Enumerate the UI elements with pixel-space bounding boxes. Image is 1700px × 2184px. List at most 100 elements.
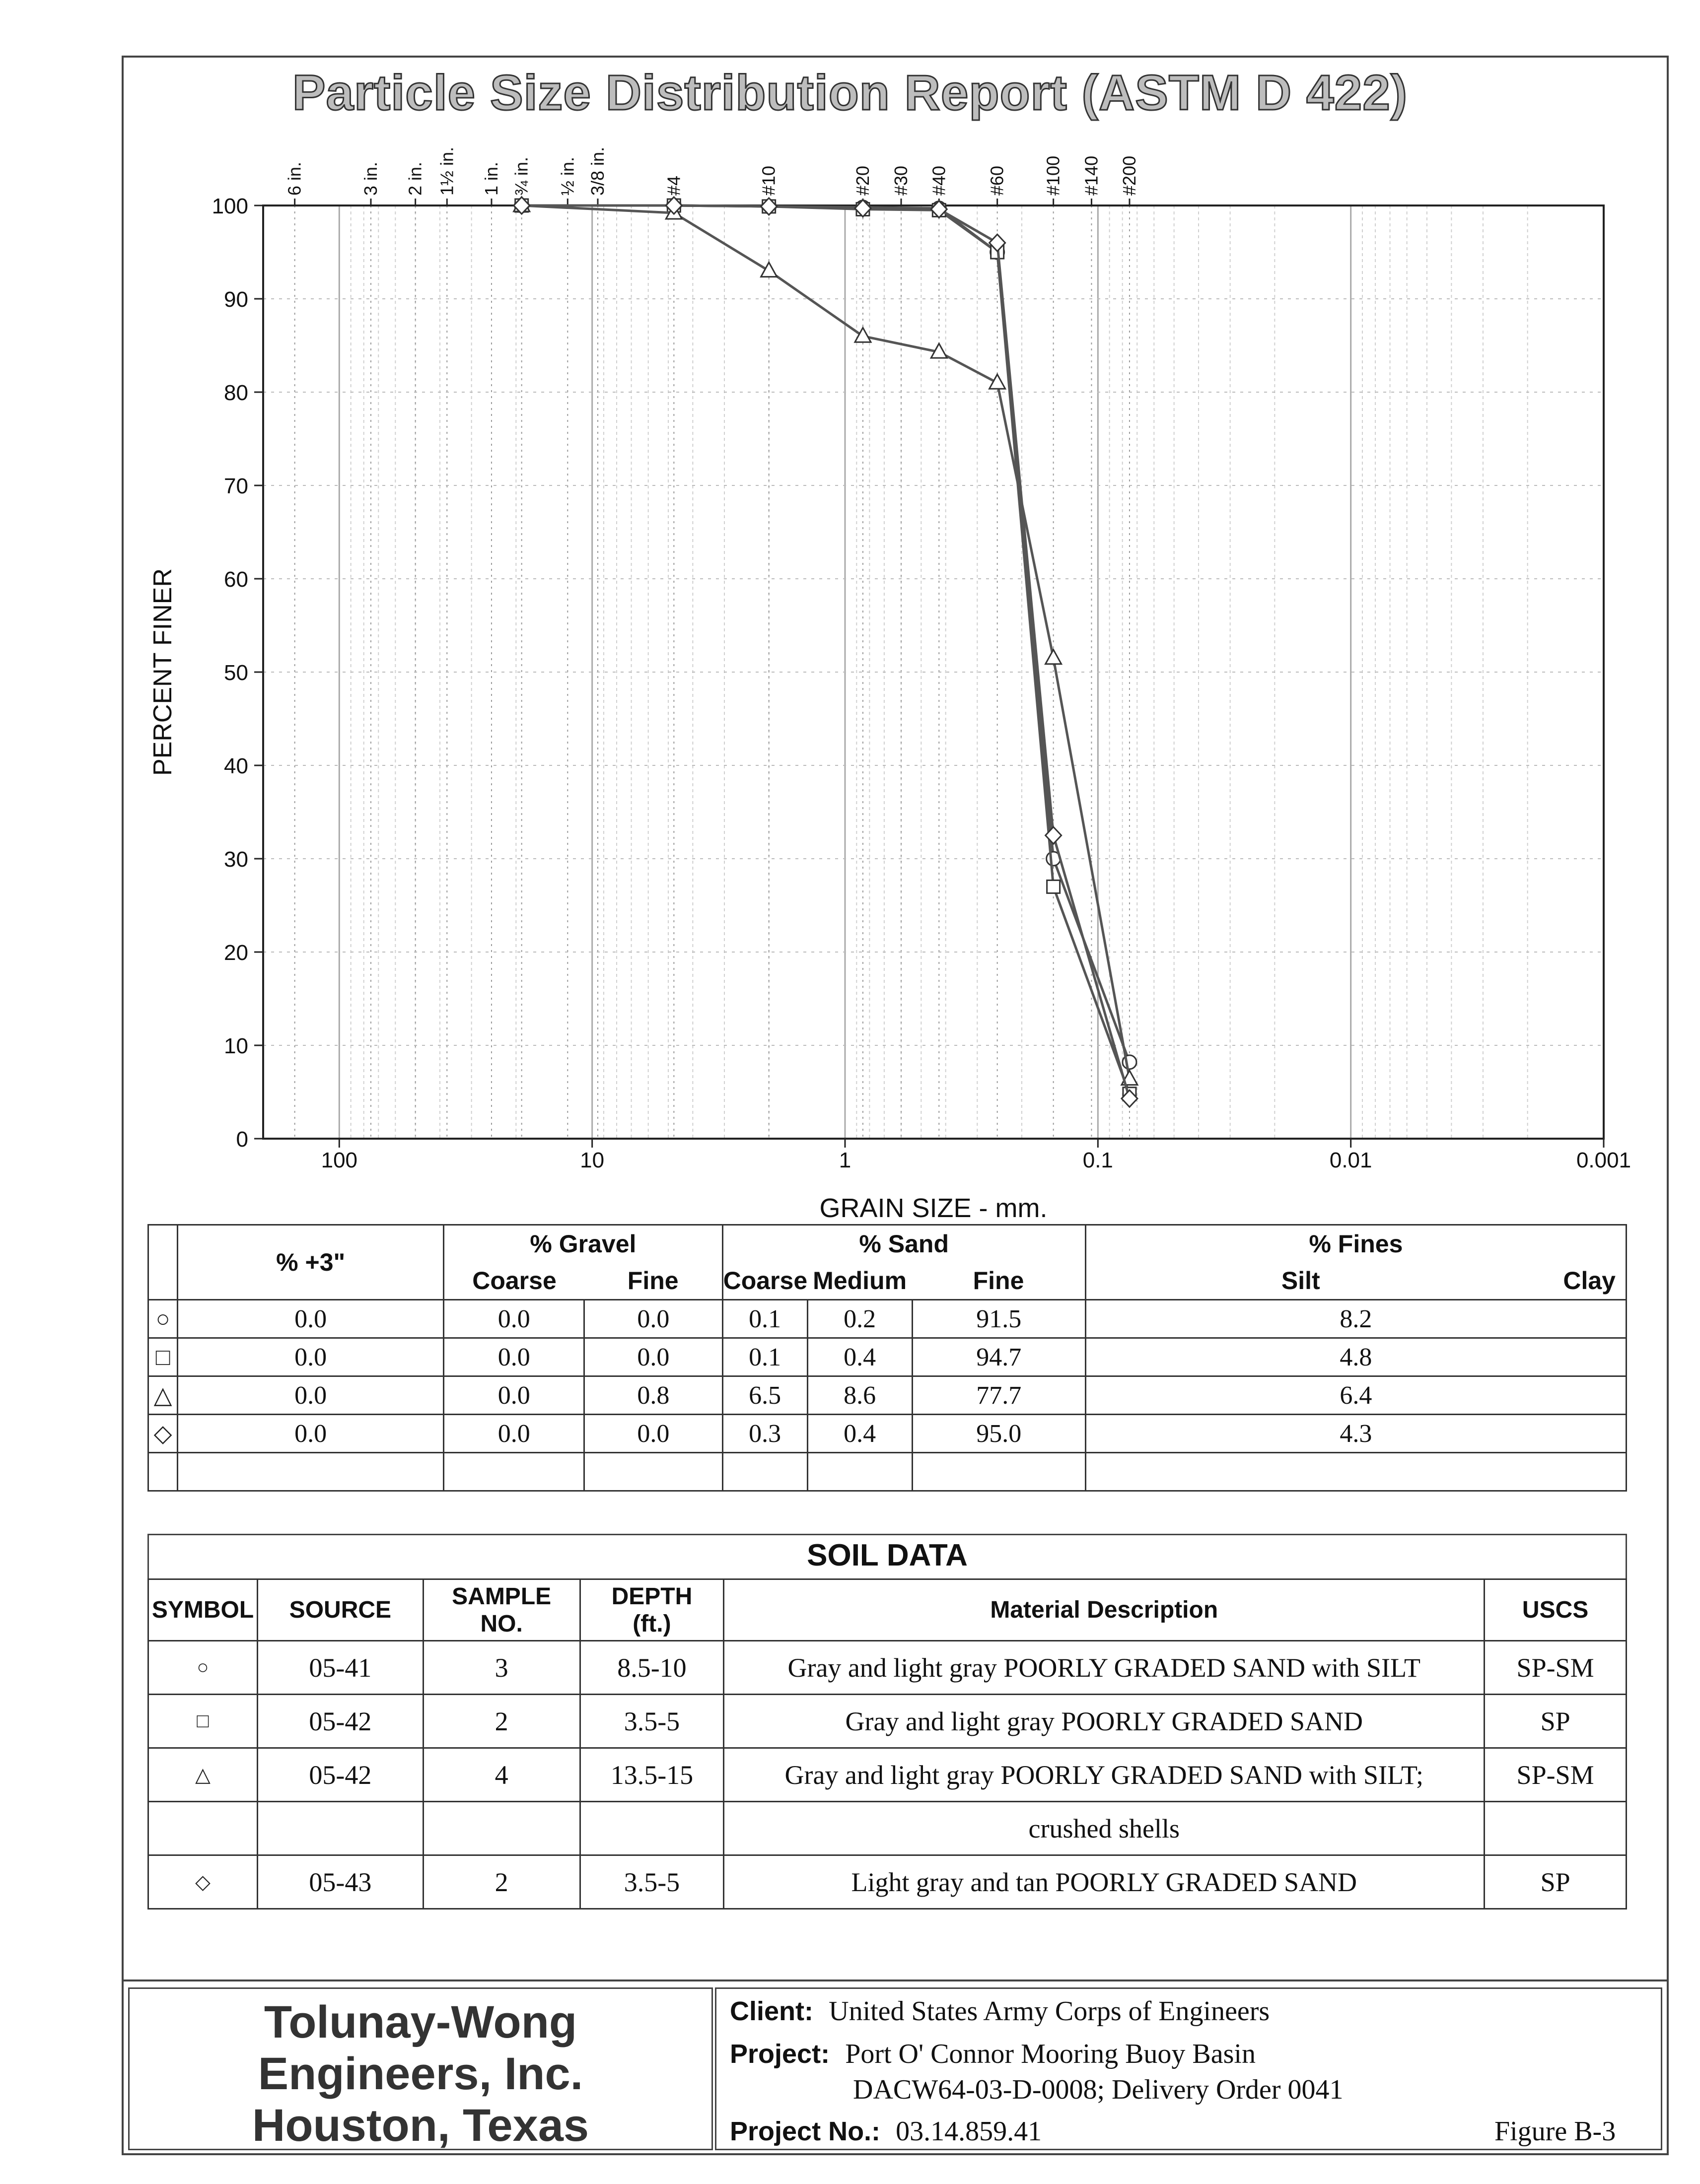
- sieve-label: #140: [1081, 156, 1101, 196]
- data-point-diamond: [665, 196, 683, 215]
- sieve-label: 1½ in.: [436, 147, 457, 196]
- sand-medium-value: 0.2: [806, 1299, 913, 1339]
- uscs-value: SP: [1484, 1854, 1627, 1910]
- series-line-diamond: [521, 204, 1131, 1099]
- uscs-value: SP-SM: [1484, 1747, 1627, 1802]
- sieve-label: 2 in.: [405, 162, 425, 196]
- client-line: Client: United States Army Corps of Engi…: [730, 1994, 1270, 2027]
- sieve-label: ½ in.: [557, 157, 577, 196]
- data-point-diamond: [853, 199, 872, 218]
- y-axis-label: PERCENT FINER: [148, 568, 177, 776]
- plus3-value: 0.0: [177, 1375, 445, 1415]
- sieve-label: 1 in.: [481, 162, 501, 196]
- header-source: SOURCE: [256, 1578, 424, 1641]
- sieve-labels: 6 in. 3 in. 2 in. 1½ in. 1 in. ¾ in. ½ in. 3/8 …: [284, 147, 1139, 205]
- plus3-value: 0.0: [177, 1299, 445, 1339]
- x-tick-label: 1: [839, 1148, 851, 1172]
- plus3-value: 0.0: [177, 1337, 445, 1377]
- gravel-fine-value: 0.0: [583, 1414, 723, 1453]
- symbol-empty: [147, 1801, 258, 1856]
- depth-value: 13.5-15: [579, 1747, 725, 1802]
- description-value: Gray and light gray POORLY GRADED SAND: [723, 1694, 1486, 1749]
- header-fines: % Fines: [1084, 1224, 1628, 1262]
- x-axis-label: GRAIN SIZE - mm.: [820, 1193, 1048, 1223]
- project-no-line: Project No.: 03.14.859.41: [730, 2115, 1042, 2147]
- gradation-row: △ 0.0 0.0 0.8 6.5 8.6 77.7 6.4: [147, 1375, 1628, 1415]
- gradation-row: □ 0.0 0.0 0.0 0.1 0.4 94.7 4.8: [147, 1337, 1628, 1377]
- sand-coarse-value: 0.1: [721, 1299, 808, 1339]
- soil-row: ◇ 05-43 2 3.5-5 Light gray and tan POORL…: [147, 1854, 1627, 1910]
- data-point-diamond: [988, 233, 1006, 253]
- soil-data-frame: [147, 1534, 1627, 1581]
- chart-title: Particle Size Distribution Report (ASTM …: [291, 65, 1408, 122]
- sand-medium-value: 0.4: [806, 1337, 913, 1377]
- gradation-row: ◇ 0.0 0.0 0.0 0.3 0.4 95.0 4.3: [147, 1414, 1628, 1453]
- footer-divider: [122, 1979, 1669, 1981]
- gradation-header-row: % +3" % Gravel % Sand % Fines: [147, 1224, 1628, 1300]
- sub-sand-fine: Fine: [912, 1262, 1086, 1300]
- sieve-label: 3 in.: [360, 162, 381, 196]
- symbol-triangle-icon: △: [147, 1375, 179, 1415]
- y-tick-label: 50: [224, 661, 248, 685]
- sand-fine-value: 94.7: [911, 1337, 1086, 1377]
- x-tick-label: 100: [321, 1148, 357, 1172]
- y-tick-label: 10: [224, 1034, 248, 1058]
- source-value: [256, 1801, 424, 1856]
- data-series: [512, 195, 1139, 1108]
- gravel-coarse-value: 0.0: [443, 1375, 585, 1415]
- fines-value: 6.4: [1084, 1375, 1628, 1415]
- sub-sand-medium: Medium: [807, 1262, 913, 1300]
- company-box: [128, 1987, 713, 2150]
- data-point-triangle: [929, 342, 948, 359]
- sample-value: 2: [422, 1854, 581, 1910]
- symbol-triangle-icon: △: [147, 1747, 258, 1802]
- symbol-diamond-icon: ◇: [147, 1414, 179, 1453]
- data-point-square: [1046, 879, 1061, 894]
- fines-value: 8.2: [1084, 1299, 1628, 1339]
- plus3-value: 0.0: [177, 1414, 445, 1453]
- project-value-2: DACW64-03-D-0008; Delivery Order 0041: [853, 2074, 1344, 2105]
- sub-gravel-coarse: Coarse: [443, 1262, 584, 1300]
- symbol-square-icon: □: [147, 1694, 258, 1749]
- sand-fine-value: 91.5: [911, 1299, 1086, 1339]
- project-no-label: Project No.:: [730, 2116, 881, 2146]
- header-plus3: % +3": [177, 1224, 445, 1300]
- project-line: Project: Port O' Connor Mooring Buoy Bas…: [730, 2037, 1256, 2070]
- sample-value: 2: [422, 1694, 581, 1749]
- symbol-diamond-icon: ◇: [147, 1854, 258, 1910]
- x-tick-label: 0.001: [1576, 1148, 1631, 1172]
- gravel-fine-value: 0.8: [583, 1375, 723, 1415]
- header-sand: % Sand: [721, 1224, 1086, 1262]
- soil-data-table: SYMBOL SOURCE SAMPLE NO. DEPTH (ft.) Mater…: [147, 1578, 1627, 1910]
- symbol-square-icon: □: [147, 1337, 179, 1377]
- x-tick-label: 0.1: [1083, 1148, 1113, 1172]
- uscs-value: SP: [1484, 1694, 1627, 1749]
- data-point-diamond: [512, 196, 531, 215]
- sieve-label: #20: [852, 166, 873, 196]
- gradation-row: ○ 0.0 0.0 0.0 0.1 0.2 91.5 8.2: [147, 1299, 1628, 1339]
- soil-row: ○ 05-41 3 8.5-10 Gray and light gray POO…: [147, 1640, 1627, 1695]
- depth-value: 8.5-10: [579, 1640, 725, 1695]
- x-tick-label: 10: [580, 1148, 604, 1172]
- sieve-label: 3/8 in.: [587, 147, 608, 196]
- series-line-circle: [521, 204, 1131, 1063]
- sub-sand-coarse: Coarse: [721, 1262, 808, 1300]
- description-value: Light gray and tan POORLY GRADED SAND: [723, 1854, 1486, 1910]
- sieve-label: #200: [1119, 156, 1139, 196]
- soil-data-title: SOIL DATA: [807, 1538, 968, 1572]
- sieve-label: ¾ in.: [511, 157, 532, 196]
- fines-value: 4.8: [1084, 1337, 1628, 1377]
- y-tick-label: 80: [224, 381, 248, 405]
- particle-size-chart: 6 in. 3 in. 2 in. 1½ in. 1 in. ¾ in. ½ in. 3/8 …: [148, 147, 1631, 1223]
- project-box: [715, 1987, 1662, 2150]
- project-no-value: 03.14.859.41: [896, 2116, 1042, 2147]
- sieve-label: #10: [759, 166, 779, 196]
- header-sample: SAMPLE NO.: [422, 1578, 581, 1641]
- gravel-coarse-value: 0.0: [443, 1414, 585, 1453]
- series-line-triangle: [521, 204, 1131, 1080]
- data-point-triangle: [988, 373, 1007, 390]
- sand-coarse-value: 0.1: [721, 1337, 808, 1377]
- project-value-1: Port O' Connor Mooring Buoy Basin: [845, 2039, 1256, 2069]
- header-symbol-cell: [147, 1224, 179, 1300]
